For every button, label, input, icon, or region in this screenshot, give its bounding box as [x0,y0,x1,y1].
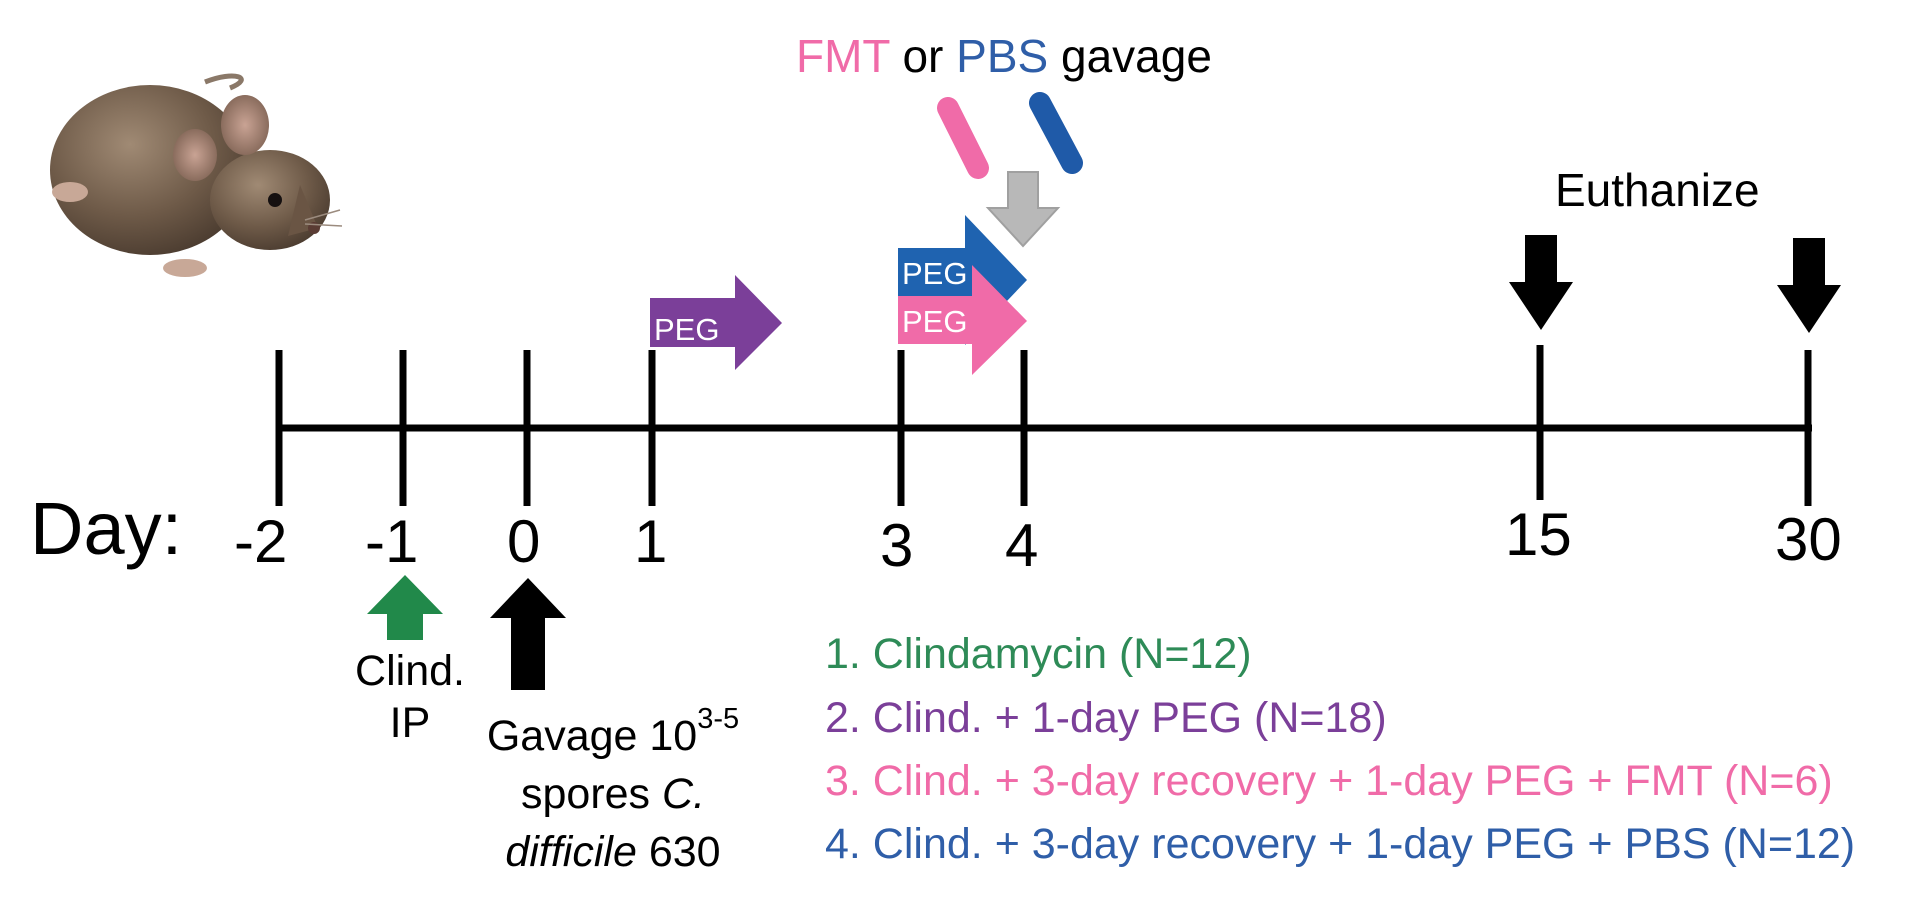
day-number-4: 4 [1005,512,1039,579]
gavage-note-line2: spores C. [468,765,758,823]
gavage-up-arrow [490,578,566,690]
gavage-note-text2: spores [520,770,651,818]
day-number-15: 15 [1505,501,1572,568]
pbs-capsule-icon [1029,92,1083,174]
clind-ip-label: Clind. IP [345,645,475,749]
gavage-note-text3: C. [662,770,706,818]
peg-label-blue: PEG [902,256,968,291]
day-number-3: 3 [880,512,914,579]
legend-item-1: 1. Clindamycin (N=12) [825,630,1252,678]
day-number-1: 1 [634,508,668,575]
gavage-note-text4: difficile [505,828,637,876]
day-number-30: 30 [1775,506,1842,573]
euthanize-arrow-day15 [1509,235,1573,330]
clind-line2: IP [389,699,431,747]
pbs-word: PBS [956,30,1049,82]
gavage-note-line1: Gavage 103-5 [468,690,758,765]
euthanize-label: Euthanize [1555,164,1760,216]
euthanize-arrow-day30 [1777,238,1841,333]
peg-label-purple: PEG [654,312,720,347]
peg-label-pink: PEG [902,304,968,339]
gavage-note-line3: difficile 630 [468,823,758,881]
clind-up-arrow [367,575,443,640]
gavage-gray-arrow [985,171,1061,248]
legend-item-2: 2. Clind. + 1-day PEG (N=18) [825,694,1387,742]
gavage-note: Gavage 103-5 spores C. difficile 630 [468,690,758,881]
mouse-icon [50,73,343,277]
fmt-word: FMT [796,30,890,82]
peg-arrow-purple [650,275,782,370]
fmt-pbs-gavage-label: FMT or PBS gavage [796,33,1212,79]
fmt-capsule-icon [937,97,989,179]
gavage-note-exponent: 3-5 [697,703,740,735]
day-number-minus2: -2 [234,508,288,575]
gavage-word: gavage [1060,30,1212,82]
legend-item-3: 3. Clind. + 3-day recovery + 1-day PEG +… [825,757,1833,805]
day-axis-label: Day: [30,487,183,570]
gavage-note-text1: Gavage 10 [486,712,698,760]
gavage-note-text5: 630 [648,828,721,876]
legend-item-4: 4. Clind. + 3-day recovery + 1-day PEG +… [825,820,1856,868]
day-number-minus1: -1 [365,508,419,575]
or-word: or [902,30,944,82]
day-ticks [275,345,1812,506]
day-number-0: 0 [507,508,541,575]
peg-arrow-pink [898,265,1027,375]
clind-line1: Clind. [355,647,465,695]
